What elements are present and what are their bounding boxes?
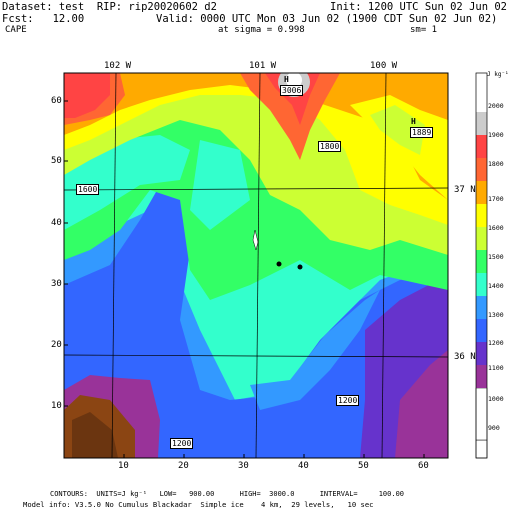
model-info: Model info: V3.5.0 No Cumulus Blackadar … bbox=[23, 500, 374, 509]
field-name: CAPE bbox=[5, 25, 27, 35]
high-marker-value: 3006 bbox=[280, 85, 304, 96]
contour-label: 1800 bbox=[318, 141, 342, 152]
colorbar-level: 1200 bbox=[488, 339, 504, 347]
lat-label: 36 N bbox=[454, 352, 476, 362]
colorbar-level: 1100 bbox=[488, 364, 504, 372]
station-dot bbox=[276, 261, 282, 267]
axis-ticks bbox=[64, 100, 425, 458]
forecast-hour: Fcst: 12.00 bbox=[2, 13, 85, 25]
x-tick-label: 30 bbox=[238, 461, 249, 471]
colorbar-level: 2000 bbox=[488, 102, 504, 110]
lat-label: 37 N bbox=[454, 185, 476, 195]
init-time: Init: 1200 UTC Sun 02 Jun 02 bbox=[330, 1, 508, 13]
station-dot bbox=[297, 264, 303, 270]
y-tick-label: 30 bbox=[51, 279, 62, 289]
smoothing: sm= 1 bbox=[410, 25, 438, 35]
colorbar-units: J kg⁻¹ bbox=[487, 71, 509, 78]
high-marker-letter: H bbox=[284, 75, 289, 84]
y-tick-label: 40 bbox=[51, 218, 62, 228]
graticule bbox=[63, 72, 449, 459]
colorbar-level: 1500 bbox=[488, 253, 504, 261]
lon-label: 102 W bbox=[104, 61, 132, 71]
colorbar-level: 1300 bbox=[488, 311, 504, 319]
plot-frame bbox=[63, 72, 449, 459]
sigma-level: at sigma = 0.998 bbox=[218, 25, 305, 35]
x-tick-label: 40 bbox=[298, 461, 309, 471]
x-tick-label: 10 bbox=[118, 461, 129, 471]
y-tick-label: 10 bbox=[51, 401, 62, 411]
colorbar-level: 1900 bbox=[488, 131, 504, 139]
x-tick-label: 20 bbox=[178, 461, 189, 471]
x-tick-label: 50 bbox=[358, 461, 369, 471]
colorbar-level: 1700 bbox=[488, 195, 504, 203]
contour-label: 1200 bbox=[336, 395, 360, 406]
colorbar-level: 900 bbox=[488, 424, 500, 432]
cape-field bbox=[64, 73, 448, 458]
colorbar bbox=[475, 72, 488, 459]
lon-label: 100 W bbox=[370, 61, 398, 71]
contour-label: 1200 bbox=[170, 438, 194, 449]
high-marker-value: 1889 bbox=[410, 127, 434, 138]
colorbar-level: 1400 bbox=[488, 282, 504, 290]
dataset-label: Dataset: test RIP: rip20020602 d2 bbox=[2, 1, 217, 13]
y-tick-label: 60 bbox=[51, 96, 62, 106]
colorbar-level: 1800 bbox=[488, 160, 504, 168]
high-marker-letter: H bbox=[411, 117, 416, 126]
x-tick-label: 60 bbox=[418, 461, 429, 471]
colorbar-level: 1600 bbox=[488, 224, 504, 232]
y-tick-label: 50 bbox=[51, 156, 62, 166]
colorbar-level: 1000 bbox=[488, 395, 504, 403]
contour-info: CONTOURS: UNITS=J kg⁻¹ LOW= 900.00 HIGH=… bbox=[50, 490, 405, 498]
y-tick-label: 20 bbox=[51, 340, 62, 350]
lon-label: 101 W bbox=[249, 61, 277, 71]
contour-label: 1600 bbox=[76, 184, 100, 195]
valid-time: Valid: 0000 UTC Mon 03 Jun 02 (1900 CDT … bbox=[156, 13, 498, 25]
